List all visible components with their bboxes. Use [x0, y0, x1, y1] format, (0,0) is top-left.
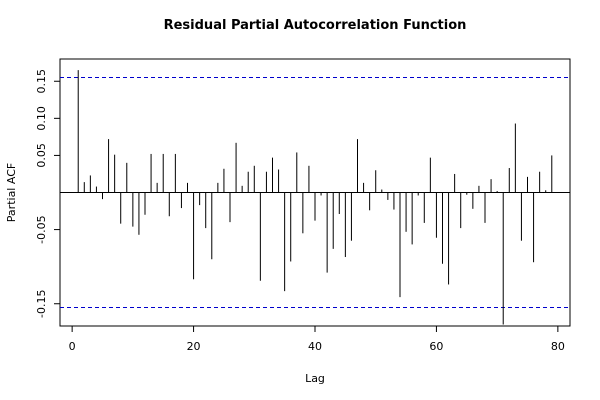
confidence-bounds	[60, 77, 570, 308]
y-tick-label: 0.10	[35, 106, 48, 131]
chart-title: Residual Partial Autocorrelation Functio…	[164, 18, 467, 33]
x-tick-label: 80	[551, 340, 565, 353]
x-tick-label: 40	[308, 340, 322, 353]
y-tick-label: 0.05	[35, 143, 48, 168]
x-tick-label: 20	[187, 340, 201, 353]
x-tick-label: 0	[69, 340, 76, 353]
x-axis: 0 20 40 60 80	[69, 326, 565, 353]
y-tick-label: -0.05	[35, 215, 48, 243]
pacf-bars	[77, 70, 553, 325]
y-tick-label: 0.15	[35, 69, 48, 94]
y-axis-label: Partial ACF	[5, 163, 18, 222]
x-tick-label: 60	[429, 340, 443, 353]
x-axis-label: Lag	[305, 372, 325, 385]
y-axis: -0.15 -0.05 0.05 0.10 0.15	[35, 69, 60, 318]
y-tick-label: -0.15	[35, 290, 48, 318]
